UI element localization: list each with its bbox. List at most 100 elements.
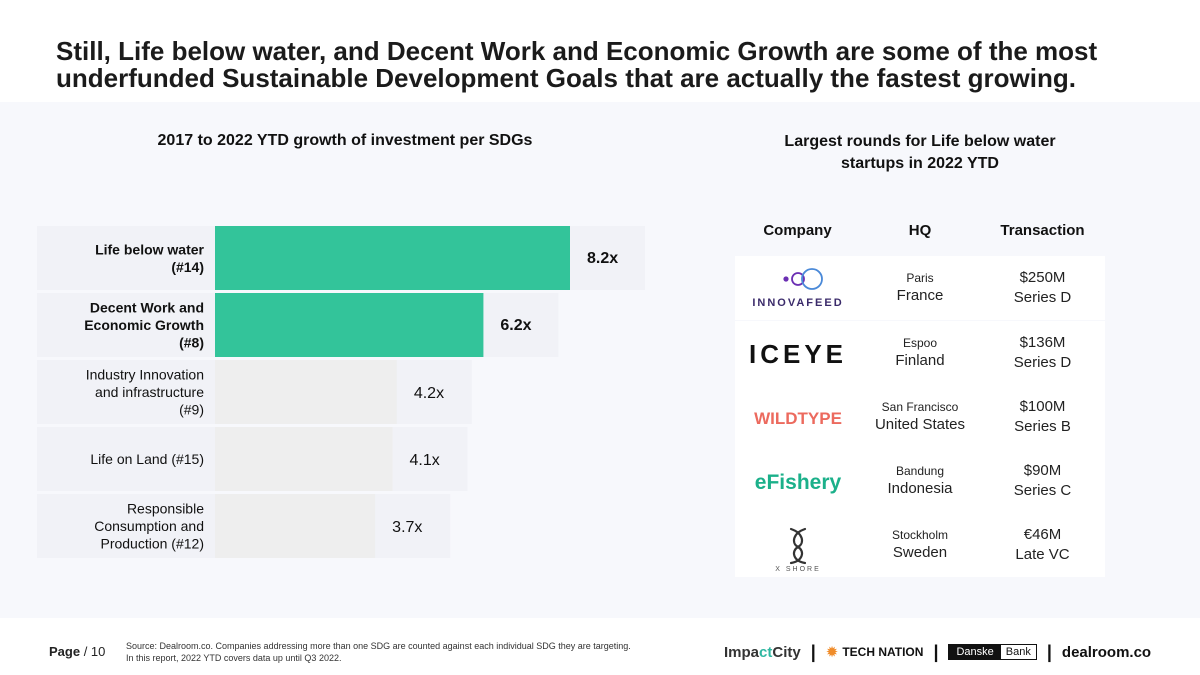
efishery-logo-icon: eFishery: [754, 471, 841, 494]
separator: |: [1046, 641, 1052, 662]
column-header-company: Company: [763, 222, 832, 239]
hq-city: Bandung: [895, 464, 945, 478]
data-label: 3.7x: [392, 519, 422, 536]
table-row: WILDTYPE San Francisco United States $10…: [735, 385, 1105, 449]
headline-line-1: Still, Life below water, and Decent Work…: [56, 36, 1098, 66]
hq-cell: Paris France: [860, 256, 980, 320]
headline-line-2: underfunded Sustainable Development Goal…: [56, 63, 1076, 93]
xshore-logo-icon: X SHORE: [775, 527, 821, 573]
page-label: Page: [49, 644, 81, 659]
category-label: Responsible Consumption and Production (#1…: [94, 501, 204, 552]
bar: [215, 226, 570, 290]
category-label-line: Decent Work and: [90, 300, 204, 316]
category-label: Industry Innovation and infrastructure (#9…: [86, 367, 205, 418]
hq-cell: Bandung Indonesia: [860, 449, 980, 513]
danskebank-logo: Danske Bank: [948, 644, 1037, 660]
category-label-line: and infrastructure: [95, 384, 204, 400]
transaction-amount: €46M: [1023, 526, 1062, 543]
hq-country: United States: [874, 416, 966, 433]
transaction-cell: $250M Series D: [980, 256, 1105, 320]
company-logo-innovafeed: INNOVAFEED: [735, 256, 860, 320]
bar: [215, 494, 376, 558]
category-label: Decent Work and Economic Growth (#8): [84, 300, 204, 351]
category-label-line: (#9): [179, 402, 204, 418]
hq-city: Paris: [906, 271, 934, 285]
hq-city: Espoo: [902, 336, 938, 350]
table-row: eFishery Bandung Indonesia $90M Series C: [735, 449, 1105, 513]
wildtype-logo-icon: WILDTYPE: [754, 409, 842, 428]
impactcity-logo: ImpactCity: [724, 644, 801, 661]
danske-part-b: Bank: [1005, 646, 1031, 658]
transaction-round: Series C: [1013, 482, 1072, 499]
transaction-amount: $100M: [1019, 398, 1066, 415]
transaction-round: Series B: [1014, 418, 1071, 435]
innovafeed-logo-icon: INNOVAFEED: [752, 268, 841, 309]
table-row: INNOVAFEED Paris France $250M Series D: [735, 256, 1105, 320]
table-title-line-2: startups in 2022 YTD: [841, 155, 999, 172]
transaction-amount: $136M: [1019, 334, 1066, 351]
xshore-wordmark: X SHORE: [775, 566, 821, 573]
sdg-growth-chart: 8.2x Life below water (#14) 6.2x Decent Work…: [84, 226, 619, 558]
source-line-2: In this report, 2022 YTD covers data up …: [126, 653, 342, 663]
column-header-hq: HQ: [908, 222, 932, 239]
hq-cell: Espoo Finland: [860, 321, 980, 385]
hq-country: France: [896, 287, 944, 304]
column-header-transaction: Transaction: [1000, 222, 1085, 239]
impactcity-part-c: City: [772, 643, 801, 661]
hq-country: Finland: [895, 352, 945, 369]
company-logo-xshore: X SHORE: [735, 513, 860, 577]
danske-part-a: Danske: [949, 645, 1001, 659]
category-label-line: Life on Land (#15): [90, 451, 204, 467]
separator: |: [933, 641, 939, 662]
data-label: 8.2x: [587, 250, 618, 267]
category-label-line: Life below water: [95, 241, 204, 257]
page-number: / 10: [83, 644, 106, 659]
data-label: 6.2x: [500, 317, 531, 334]
table-title: Largest rounds for Life below water star…: [740, 131, 1100, 175]
company-logo-iceye: ICEYE: [735, 321, 860, 385]
bar: [215, 427, 393, 491]
iceye-wordmark: ICEYE: [748, 339, 846, 369]
transaction-round: Late VC: [1015, 546, 1070, 563]
category-label-line: Responsible: [127, 501, 204, 517]
efishery-wordmark: eFishery: [754, 471, 841, 494]
separator: |: [810, 641, 816, 662]
table-title-line-1: Largest rounds for Life below water: [784, 133, 1056, 150]
impactcity-part-a: Impa: [724, 643, 760, 661]
hq-cell: Stockholm Sweden: [860, 513, 980, 577]
data-label: 4.1x: [410, 452, 440, 469]
hq-cell: San Francisco United States: [860, 385, 980, 449]
partner-logos: ImpactCity | ✹ TECH NATION | Danske Bank |…: [724, 640, 1151, 664]
category-label-line: Economic Growth: [84, 317, 204, 333]
page-indicator: Page / 10: [49, 644, 105, 659]
category-label: Life on Land (#15): [90, 451, 204, 467]
category-label-line: (#14): [171, 259, 204, 275]
company-logo-wildtype: WILDTYPE: [735, 385, 860, 449]
transaction-round: Series D: [1013, 354, 1072, 371]
iceye-logo-icon: ICEYE: [748, 339, 846, 369]
transaction-cell: $136M Series D: [980, 321, 1105, 385]
category-label-line: Consumption and: [94, 518, 204, 534]
category-label-line: (#8): [179, 335, 204, 351]
dealroom-logo: dealroom.co: [1061, 643, 1152, 661]
table-row: ICEYE Espoo Finland $136M Series D: [735, 321, 1105, 385]
transaction-amount: $250M: [1019, 269, 1066, 286]
transaction-amount: $90M: [1023, 462, 1062, 479]
source-line-1: Source: Dealroom.co. Companies addressin…: [126, 641, 631, 651]
transaction-cell: $100M Series B: [980, 385, 1105, 449]
chart-title: 2017 to 2022 YTD growth of investment pe…: [157, 132, 533, 149]
hq-country: Sweden: [892, 544, 948, 561]
page-headline: Still, Life below water, and Decent Work…: [56, 38, 1156, 92]
transaction-cell: €46M Late VC: [980, 513, 1105, 577]
data-label: 4.2x: [414, 385, 444, 402]
wildtype-wordmark: WILDTYPE: [754, 409, 842, 428]
company-logo-efishery: eFishery: [735, 449, 860, 513]
transaction-round: Series D: [1013, 289, 1072, 306]
category-label-line: Production (#12): [100, 536, 204, 552]
hq-city: San Francisco: [881, 400, 959, 414]
hq-country: Indonesia: [887, 480, 953, 497]
impactcity-part-b: ct: [759, 643, 773, 661]
technation-logo: ✹ TECH NATION: [826, 643, 924, 661]
technation-wordmark: TECH NATION: [842, 645, 924, 659]
